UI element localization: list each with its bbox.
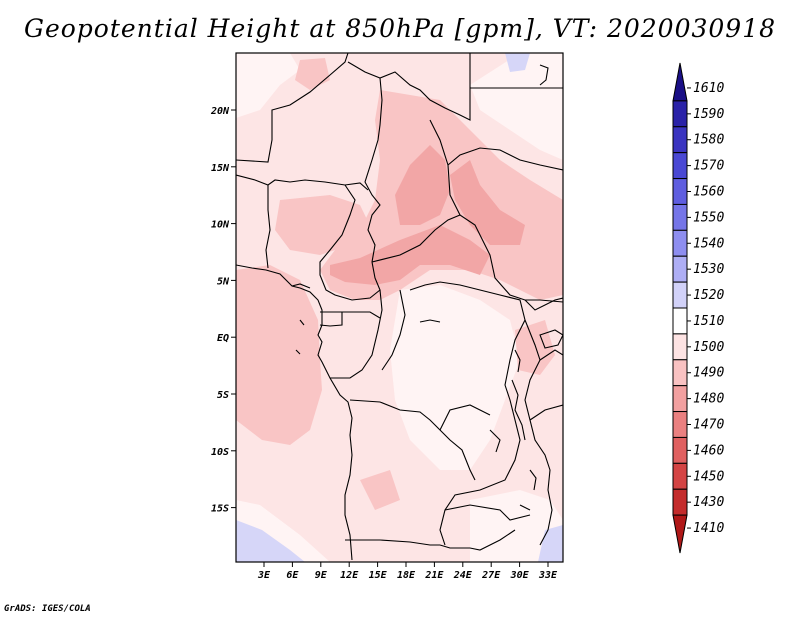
lat-tick-label: 5N — [217, 276, 230, 287]
colorbar-label: 1460 — [693, 443, 724, 458]
colorbar-label: 1470 — [693, 418, 724, 433]
colorbar-swatch — [672, 411, 688, 438]
colorbar-label: 1510 — [693, 314, 724, 329]
lon-tick-label: 27E — [481, 570, 501, 581]
lon-tick-label: 21E — [424, 570, 444, 581]
lon-tick-label: 15E — [369, 570, 388, 581]
lat-tick-label: EQ — [217, 333, 229, 344]
contour-1520 — [236, 53, 563, 562]
colorbar-swatch — [672, 229, 688, 257]
lon-tick-label: 3E — [257, 570, 271, 581]
country-borders — [236, 53, 563, 561]
lon-tick-label: 24E — [453, 570, 473, 581]
lat-axis: 20N 15N 10N 5N EQ 5S 10S 15S — [210, 106, 236, 515]
colorbar-swatch — [672, 385, 688, 413]
footer-credit: GrADS: IGES/COLA — [4, 604, 91, 614]
colorbar-swatch — [672, 255, 688, 283]
lat-tick-label: 15S — [211, 504, 229, 515]
colorbar-swatch — [672, 281, 688, 309]
colorbar-label: 1500 — [693, 340, 724, 355]
lat-tick-label: 5S — [217, 390, 229, 401]
colorbar-swatch — [672, 436, 688, 464]
lon-tick-label: 12E — [340, 570, 359, 581]
colorbar-swatch — [672, 62, 688, 102]
colorbar-label: 1530 — [693, 262, 724, 277]
map-plot — [236, 53, 563, 562]
map-title: Geopotential Height at 850hPa [gpm], VT:… — [23, 14, 777, 43]
lon-tick-label: 33E — [538, 570, 558, 581]
colorbar-swatch — [672, 100, 688, 128]
colorbar-label: 1450 — [693, 469, 724, 484]
colorbar-label: 1430 — [693, 495, 724, 510]
colorbar-swatch — [672, 462, 688, 490]
colorbar-swatch — [672, 178, 688, 205]
colorbar-label: 1570 — [693, 159, 724, 174]
colorbar: 1610 1590 1580 1570 1560 1550 1540 1530 1520 1510… — [672, 62, 724, 554]
colorbar-swatch — [672, 126, 688, 154]
lat-tick-label: 20N — [210, 106, 230, 117]
lat-tick-label: 15N — [211, 163, 230, 174]
colorbar-label: 1410 — [693, 521, 724, 536]
colorbar-label: 1560 — [693, 185, 724, 200]
lon-tick-label: 6E — [286, 570, 299, 581]
colorbar-swatch — [672, 333, 688, 361]
colorbar-swatch — [672, 203, 688, 231]
colorbar-swatch — [672, 307, 688, 335]
colorbar-label: 1550 — [693, 210, 724, 225]
colorbar-label: 1610 — [693, 81, 724, 96]
colorbar-swatch — [672, 488, 688, 516]
colorbar-label: 1540 — [693, 236, 724, 251]
colorbar-label: 1490 — [693, 366, 724, 381]
colorbar-label: 1590 — [693, 107, 724, 122]
map-frame — [235, 52, 564, 563]
colorbar-label: 1580 — [693, 133, 724, 148]
colorbar-label: 1480 — [693, 392, 724, 407]
colorbar-label: 1520 — [693, 288, 724, 303]
lon-tick-label: 9E — [315, 570, 328, 581]
colorbar-swatch — [672, 152, 688, 180]
contour-1480 — [330, 145, 525, 285]
lon-tick-label: 18E — [397, 570, 416, 581]
lon-tick-label: 30E — [510, 570, 530, 581]
lon-axis: 3E 6E 9E 12E 15E 18E 21E 24E 27E 30E 33E — [257, 562, 558, 581]
colorbar-swatch — [672, 514, 688, 554]
lat-tick-label: 10N — [211, 220, 230, 231]
lat-tick-label: 10S — [211, 447, 229, 458]
colorbar-swatch — [672, 359, 688, 387]
